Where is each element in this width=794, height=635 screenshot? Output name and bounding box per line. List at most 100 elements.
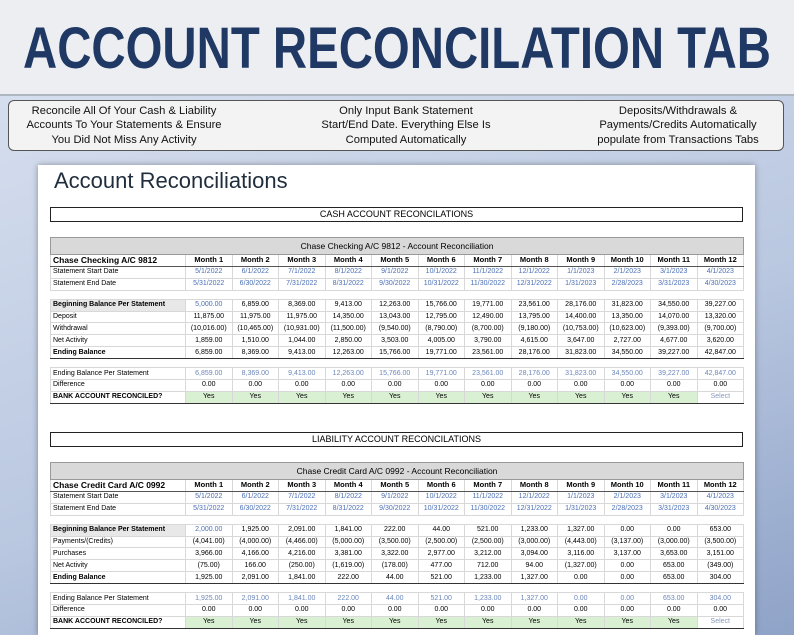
empty-cell	[325, 514, 372, 525]
cell: 9,413.00	[278, 367, 326, 381]
cell: Yes	[417, 615, 465, 629]
cell: 2,977.00	[417, 547, 465, 561]
cell: 4/1/2023	[696, 265, 745, 279]
cell[interactable]: Select	[696, 615, 745, 629]
empty-cell	[511, 514, 558, 525]
data-row: Beginning Balance Per Statement 2,000.00 1…	[50, 523, 745, 537]
cell: 222.00	[371, 523, 419, 537]
empty-cell	[232, 583, 279, 594]
column-header: Month 7	[464, 254, 512, 267]
cell: 11/30/2022	[464, 277, 512, 291]
empty-cell	[371, 514, 418, 525]
cell: 521.00	[417, 571, 465, 585]
column-header: Month 11	[650, 479, 698, 492]
account-name: Chase Credit Card A/C 0992	[50, 479, 186, 492]
cell: 31,823.00	[557, 367, 605, 381]
cell: 222.00	[324, 592, 372, 606]
feature-text: Reconcile All Of Your Cash & Liability A…	[26, 104, 222, 146]
empty-cell	[697, 358, 744, 369]
empty-cell	[557, 289, 604, 300]
cell: 28,176.00	[510, 346, 558, 360]
cell: Yes	[650, 390, 698, 404]
cell: 11/30/2022	[464, 502, 512, 516]
cell: 4,166.00	[231, 547, 279, 561]
data-row: Net Activity 1,859.00 1,510.00 1,044.00 2,85…	[50, 334, 745, 348]
cell: 13,350.00	[603, 310, 651, 324]
cell: 12/31/2022	[510, 277, 558, 291]
feature-text: Only Input Bank Statement Start/End Date…	[321, 104, 491, 146]
cell: 477.00	[417, 559, 465, 573]
row-label: Ending Balance	[50, 346, 186, 360]
cell: 34,550.00	[650, 298, 698, 312]
cell: 6/30/2022	[231, 502, 279, 516]
cell: 2,091.00	[278, 523, 326, 537]
cell: 653.00	[650, 571, 698, 585]
cell: 13,795.00	[510, 310, 558, 324]
cell: 0.00	[464, 604, 512, 617]
empty-cell	[697, 289, 744, 300]
cell: 3,094.00	[510, 547, 558, 561]
reconciliation-table: Chase Credit Card A/C 0992 - Account Rec…	[49, 462, 745, 629]
cell: 0.00	[324, 604, 372, 617]
data-row: Purchases 3,966.00 4,166.00 4,216.00 3,381.0…	[50, 547, 745, 561]
empty-cell	[464, 289, 511, 300]
row-label: Payments/(Credits)	[50, 535, 186, 549]
cell: (9,700.00)	[696, 322, 745, 336]
cell: 4,216.00	[278, 547, 326, 561]
cell: 1,841.00	[278, 571, 326, 585]
data-row: Net Activity (75.00) 166.00 (250.00) (1,619.…	[50, 559, 745, 573]
row-label: Withdrawal	[50, 322, 186, 336]
cell: 3,137.00	[603, 547, 651, 561]
section-heading: LIABILITY ACCOUNT RECONCILATIONS	[50, 432, 743, 447]
column-header: Month 3	[278, 254, 326, 267]
cell: 39,227.00	[696, 298, 745, 312]
cell: 12/31/2022	[510, 502, 558, 516]
cell: 12,263.00	[324, 346, 372, 360]
section-heading: CASH ACCOUNT RECONCILATIONS	[50, 207, 743, 222]
cell: 166.00	[231, 559, 279, 573]
column-header: Month 12	[696, 254, 745, 267]
table-title: Chase Checking A/C 9812 - Account Reconc…	[49, 237, 745, 255]
empty-cell	[278, 583, 325, 594]
column-header: Month 1	[185, 479, 233, 492]
cell: 2,091.00	[231, 571, 279, 585]
cell: Yes	[650, 615, 698, 629]
cell: Yes	[231, 615, 279, 629]
empty-cell	[418, 514, 465, 525]
empty-cell	[604, 289, 651, 300]
empty-cell	[325, 289, 372, 300]
cell: 8,369.00	[278, 298, 326, 312]
cell: 3,966.00	[185, 547, 233, 561]
cell[interactable]: Select	[696, 390, 745, 404]
cell: 0.00	[650, 604, 698, 617]
cell: 8/1/2022	[324, 490, 372, 504]
empty-cell	[557, 583, 604, 594]
cell: 10/31/2022	[417, 277, 465, 291]
cell: 0.00	[417, 379, 465, 392]
cell: 0.00	[324, 379, 372, 392]
cell: 10/1/2022	[417, 490, 465, 504]
row-label: Deposit	[50, 310, 186, 324]
empty-cell	[511, 289, 558, 300]
cell: 3,151.00	[696, 547, 745, 561]
cell: 521.00	[417, 592, 465, 606]
cell: 1/1/2023	[557, 490, 605, 504]
column-header: Month 1	[185, 254, 233, 267]
row-label: Difference	[50, 604, 186, 617]
cell: (4,466.00)	[278, 535, 326, 549]
cell: (3,500.00)	[696, 535, 745, 549]
row-label: Ending Balance	[50, 571, 186, 585]
cell: 12,490.00	[464, 310, 512, 324]
cell: 9,413.00	[278, 346, 326, 360]
cell: 0.00	[603, 592, 651, 606]
cell: 304.00	[696, 592, 745, 606]
cell: Yes	[185, 615, 233, 629]
cell: 3,653.00	[650, 547, 698, 561]
cell: 11,975.00	[278, 310, 326, 324]
section: LIABILITY ACCOUNT RECONCILATIONS Chase Cr…	[49, 432, 745, 629]
cell: 2/28/2023	[603, 502, 651, 516]
table-title-row: Chase Credit Card A/C 0992 - Account Rec…	[49, 462, 745, 480]
empty-cell	[464, 514, 511, 525]
empty-cell	[371, 289, 418, 300]
cell: 8/31/2022	[324, 277, 372, 291]
